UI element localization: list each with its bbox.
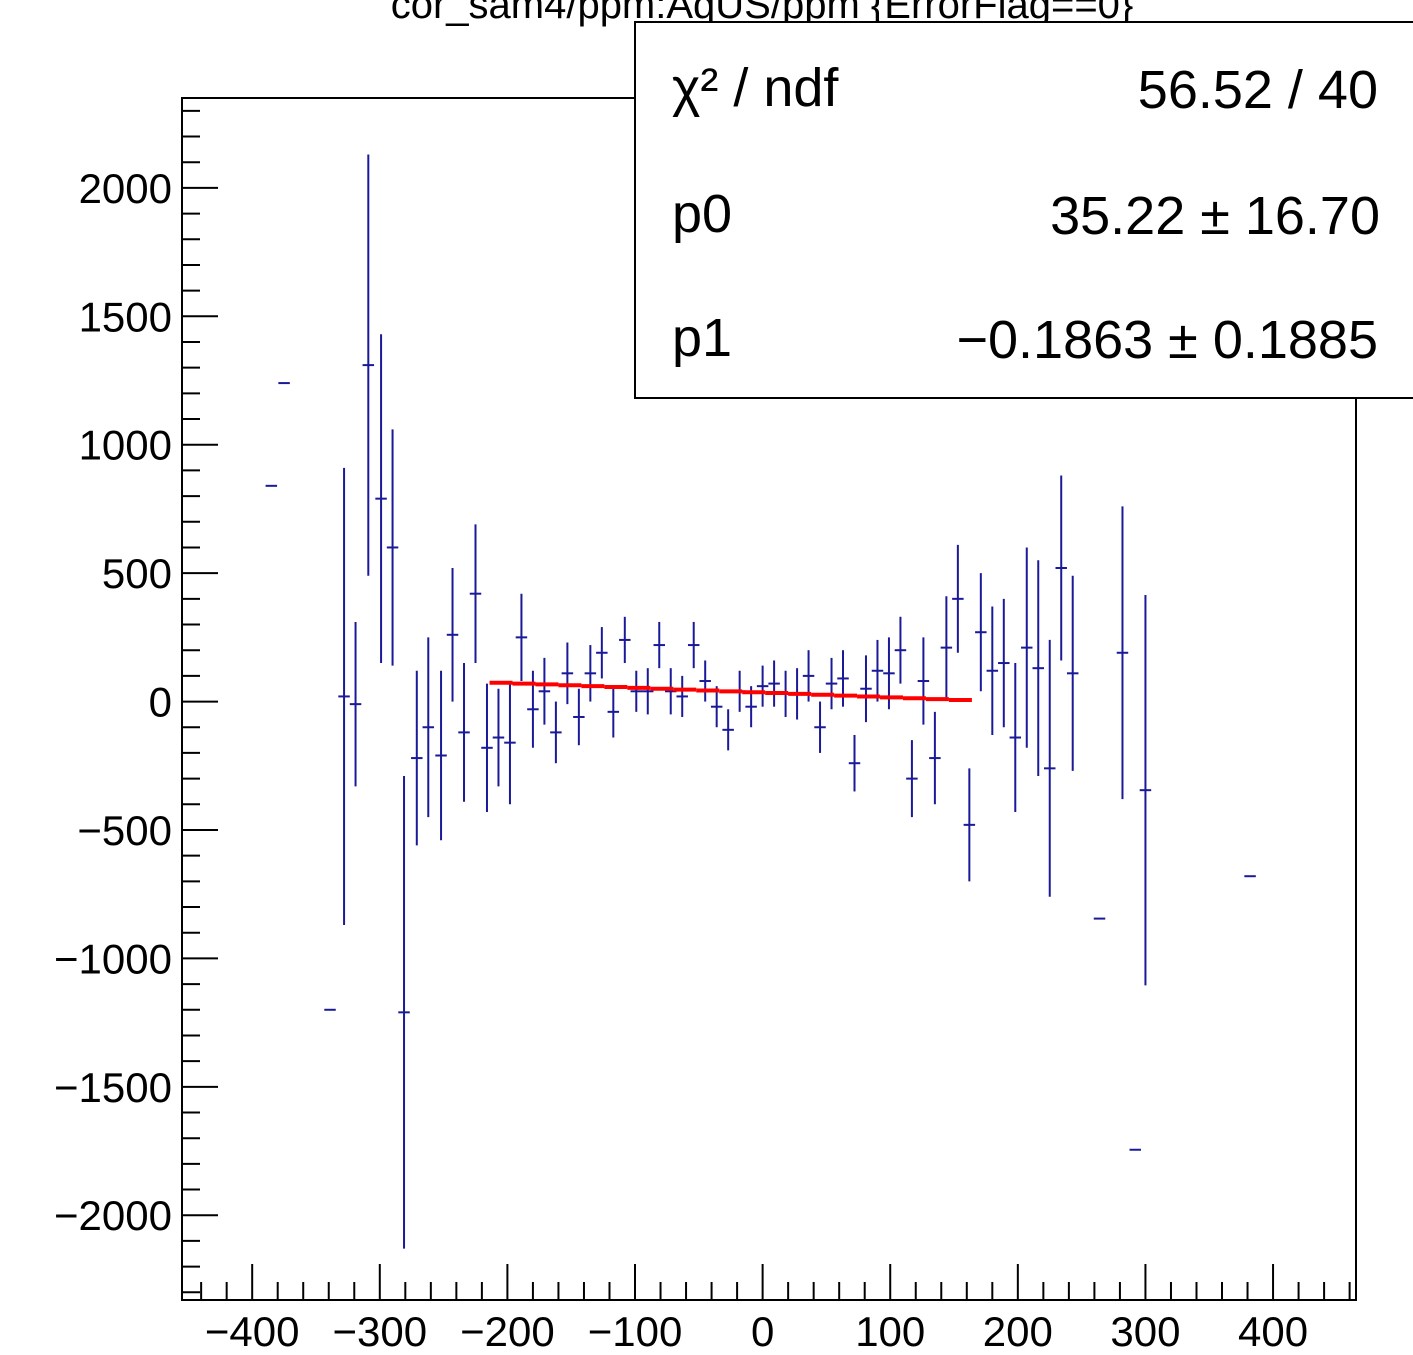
- stats-box: χ² / ndf 56.52 / 40 p0 35.22 ± 16.70 p1 …: [634, 21, 1413, 399]
- data-point: [458, 663, 470, 802]
- data-point: [710, 686, 723, 728]
- data-point: [607, 686, 620, 738]
- stats-label-chi2: χ² / ndf: [672, 58, 839, 118]
- data-point: [848, 734, 861, 792]
- x-tick-label: 200: [983, 1308, 1053, 1355]
- data-point: [375, 334, 387, 664]
- data-point: [642, 668, 654, 715]
- data-point: [676, 675, 688, 717]
- data-point: [386, 429, 399, 666]
- data-point: [825, 657, 838, 710]
- data-point: [917, 637, 930, 725]
- data-point: [550, 701, 562, 764]
- data-point: [952, 544, 964, 653]
- y-tick-label: 1000: [79, 422, 172, 469]
- data-point: [422, 637, 435, 818]
- x-tick-label: −400: [205, 1308, 300, 1355]
- data-point: [630, 670, 643, 712]
- data-point: [756, 665, 769, 707]
- data-point: [871, 639, 884, 702]
- x-tick-label: −200: [460, 1308, 555, 1355]
- data-point: [596, 627, 608, 679]
- data-point: [860, 655, 872, 723]
- stats-box-frame: [634, 21, 1413, 399]
- y-tick-label: 1500: [79, 293, 172, 340]
- data-point: [768, 660, 780, 707]
- data-point: [338, 467, 350, 926]
- x-tick-labels: −400 −300 −200 −100 0 100 200 300 400: [205, 1308, 1308, 1355]
- stats-label-p0: p0: [672, 184, 732, 244]
- y-tick-label: −500: [77, 807, 172, 854]
- data-point: [398, 776, 410, 1249]
- data-point: [998, 598, 1010, 728]
- data-point: [349, 621, 362, 787]
- data-point: [446, 568, 459, 702]
- data-point: [411, 670, 423, 846]
- data-point: [584, 645, 597, 702]
- data-point: [573, 688, 585, 746]
- data-point: [963, 768, 976, 882]
- stats-label-p1: p1: [672, 308, 732, 368]
- data-point: [894, 616, 907, 684]
- data-point: [929, 711, 941, 805]
- minor-ticks: [182, 109, 1351, 1300]
- y-tick-label: 2000: [79, 165, 172, 212]
- data-point: [1021, 547, 1033, 748]
- x-tick-label: 100: [855, 1308, 925, 1355]
- stats-value-p1: −0.1863 ± 0.1885: [956, 310, 1378, 370]
- data-point: [1066, 575, 1079, 771]
- data-point: [906, 740, 918, 818]
- data-point: [653, 621, 665, 669]
- data-point: [538, 657, 551, 725]
- data-point: [1116, 506, 1129, 800]
- x-tick-label: 300: [1110, 1308, 1180, 1355]
- x-tick-label: −300: [332, 1308, 427, 1355]
- x-tick-label: −100: [588, 1308, 683, 1355]
- data-point: [619, 616, 631, 664]
- data-point: [1139, 594, 1152, 986]
- data-point: [814, 701, 826, 753]
- y-tick-labels: 2000 1500 1000 500 0 −500 −1000 −1500 −2000: [54, 165, 172, 1239]
- data-point: [699, 660, 711, 702]
- data-point: [435, 670, 447, 841]
- major-ticks: [182, 186, 1275, 1300]
- y-tick-label: −1500: [54, 1064, 172, 1111]
- x-tick-label: 400: [1238, 1308, 1308, 1355]
- data-point: [1055, 475, 1067, 661]
- data-point: [1032, 560, 1044, 777]
- data-point: [515, 593, 528, 682]
- fit-line: [489, 680, 972, 702]
- data-point: [1009, 663, 1022, 813]
- data-point: [1043, 639, 1056, 897]
- data-point: [975, 573, 987, 692]
- y-tick-label: −1000: [54, 935, 172, 982]
- stats-value-chi2: 56.52 / 40: [1138, 60, 1378, 120]
- data-point: [986, 606, 999, 735]
- y-tick-label: 500: [102, 550, 172, 597]
- data-point: [837, 650, 849, 707]
- data-point: [481, 683, 493, 813]
- data-point: [722, 709, 734, 751]
- stats-value-p0: 35.22 ± 16.70: [1050, 186, 1380, 246]
- y-tick-label: 0: [149, 679, 172, 726]
- data-point: [940, 596, 953, 699]
- data-point: [492, 688, 505, 787]
- data-point: [362, 154, 375, 576]
- data-point: [687, 621, 700, 669]
- y-tick-label: −2000: [54, 1192, 172, 1239]
- data-point: [469, 524, 482, 664]
- data-point: [504, 681, 516, 805]
- data-point: [561, 642, 574, 705]
- x-tick-label: 0: [751, 1308, 774, 1355]
